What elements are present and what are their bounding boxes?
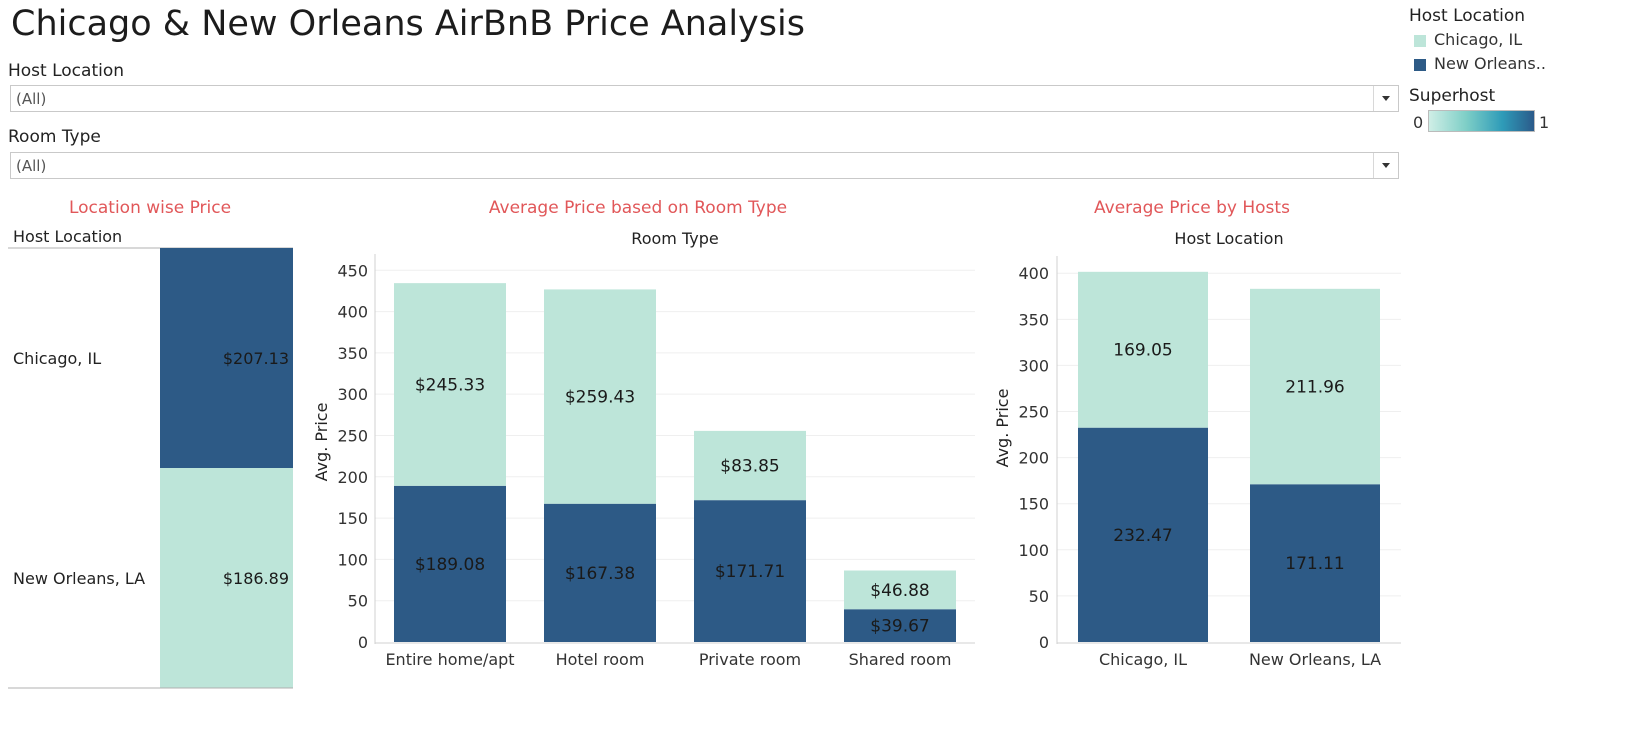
legend-item-chicago[interactable]: Chicago, IL (1414, 30, 1522, 49)
bar-value-label: 169.05 (1113, 341, 1172, 361)
bar-segment-private-room-upper (694, 430, 806, 501)
bar-value-label: $39.67 (870, 617, 929, 637)
legend-item-new-orleans[interactable]: New Orleans.. (1414, 54, 1546, 73)
y-tick-label: 200 (1018, 449, 1049, 468)
x-tick-label: Private room (699, 650, 801, 669)
y-tick-label: 250 (337, 426, 368, 445)
y-axis-title: Avg. Price (993, 389, 1012, 468)
bar-value-label: $167.38 (565, 564, 635, 584)
bar-segment-private-room-lower (694, 500, 806, 642)
room-type-dropdown-value: (All) (16, 157, 47, 175)
bar-value-label: $46.88 (870, 581, 929, 601)
y-tick-label: 400 (337, 303, 368, 322)
host-location-filter-label: Host Location (8, 61, 125, 81)
y-tick-label: 0 (358, 633, 368, 652)
x-tick-label: New Orleans, LA (1249, 650, 1381, 669)
y-tick-label: 300 (337, 385, 368, 404)
room-type-price-chart: Room Type Avg. Price 0 50 100 150 200 250 300 3… (312, 229, 975, 669)
sheet-title-location: Location wise Price (68, 198, 232, 218)
gradient-min-label: 0 (1413, 113, 1424, 132)
sheet-title-room-type: Average Price based on Room Type (488, 198, 788, 218)
color-legend-title: Host Location (1409, 6, 1526, 26)
y-tick-label: 50 (348, 592, 368, 611)
host-location-dropdown-value: (All) (16, 90, 47, 108)
location-bar-new-orleans-la (160, 468, 293, 688)
legend-item-label: New Orleans.. (1434, 54, 1546, 73)
bar-segment-chicago-il-upper (1078, 271, 1208, 428)
legend-swatch-chicago (1414, 34, 1426, 47)
y-tick-label: 400 (1018, 264, 1049, 283)
x-tick-label: Hotel room (556, 650, 645, 669)
chevron-down-icon[interactable] (1373, 153, 1398, 178)
location-value-label: $186.89 (223, 569, 289, 588)
bar-segment-hotel-room-lower (544, 503, 656, 642)
superhost-gradient-bar (1428, 110, 1535, 132)
bar-segment-new-orleans-la-lower (1250, 484, 1380, 642)
y-tick-label: 50 (1029, 587, 1049, 606)
bar-value-label: $245.33 (415, 375, 485, 395)
y-tick-label: 100 (337, 550, 368, 569)
bar-value-label: 211.96 (1285, 378, 1344, 398)
bar-value-label: $259.43 (565, 388, 635, 408)
hosts-price-chart: Host Location Avg. Price 0 50 100 150 200 250… (993, 229, 1401, 669)
room-type-filter-label: Room Type (8, 127, 101, 147)
location-bar-chicago-il (160, 248, 293, 468)
legend-swatch-new-orleans (1414, 58, 1426, 71)
chevron-down-icon[interactable] (1373, 86, 1398, 111)
bar-segment-shared-room-upper (844, 570, 956, 610)
bar-value-label: 171.11 (1285, 554, 1344, 574)
y-tick-label: 0 (1039, 633, 1049, 652)
y-tick-label: 450 (337, 261, 368, 280)
y-tick-label: 350 (337, 344, 368, 363)
x-tick-label: Shared room (849, 650, 952, 669)
y-tick-label: 100 (1018, 541, 1049, 560)
location-price-chart: Host Location Chicago, IL $207.13 New Orle… (8, 227, 293, 689)
row-header-host-location: Host Location (13, 227, 122, 246)
column-header-host-location: Host Location (1174, 229, 1283, 248)
y-tick-label: 200 (337, 468, 368, 487)
gradient-max-label: 1 (1539, 113, 1550, 132)
legend-item-label: Chicago, IL (1434, 30, 1523, 49)
bar-segment-shared-room-lower (844, 609, 956, 642)
bar-segment-hotel-room-upper (544, 289, 656, 504)
bar-segment-chicago-il-lower (1078, 427, 1208, 642)
location-value-label: $207.13 (223, 349, 289, 368)
bar-segment-new-orleans-la-upper (1250, 288, 1380, 485)
column-header-room-type: Room Type (631, 229, 718, 248)
y-tick-label: 150 (1018, 495, 1049, 514)
bar-value-label: $83.85 (720, 457, 779, 477)
bar-value-label: $189.08 (415, 555, 485, 575)
location-row-label: New Orleans, LA (13, 569, 145, 588)
y-tick-label: 250 (1018, 403, 1049, 422)
x-tick-label: Entire home/apt (385, 650, 514, 669)
page-title: Chicago & New Orleans AirBnB Price Analy… (11, 4, 805, 44)
y-tick-label: 150 (337, 509, 368, 528)
x-tick-label: Chicago, IL (1099, 650, 1187, 669)
sheet-title-hosts: Average Price by Hosts (1094, 198, 1290, 218)
location-row-label: Chicago, IL (13, 349, 101, 368)
y-tick-label: 350 (1018, 310, 1049, 329)
superhost-legend-title: Superhost (1409, 86, 1496, 106)
y-axis-title: Avg. Price (312, 403, 331, 482)
y-tick-label: 300 (1018, 356, 1049, 375)
room-type-dropdown[interactable]: (All) (10, 152, 1399, 179)
host-location-dropdown[interactable]: (All) (10, 85, 1399, 112)
bar-value-label: 232.47 (1113, 526, 1172, 546)
bar-value-label: $171.71 (715, 562, 785, 582)
bar-segment-entire-home-apt-lower (394, 485, 506, 642)
bar-segment-entire-home-apt-upper (394, 283, 506, 486)
